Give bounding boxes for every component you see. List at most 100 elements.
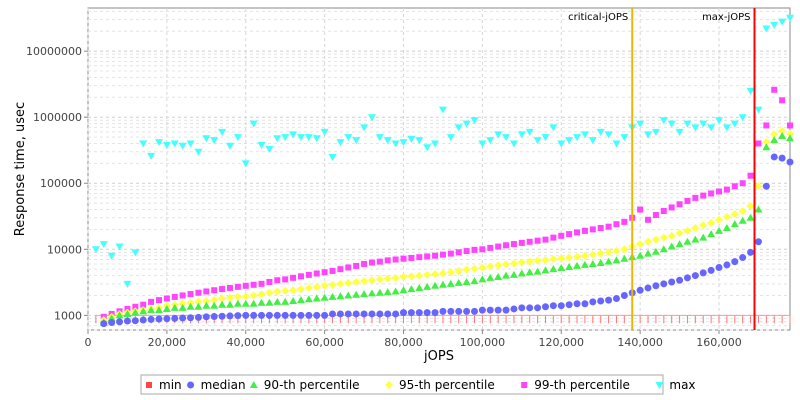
p99-point [305,271,312,278]
max-point [462,120,471,128]
y-axis-title: Response time, usec [13,102,28,236]
p95-point [462,265,471,274]
median-point [305,311,313,319]
legend-label-99-th percentile: 99-th percentile [534,378,630,392]
p99-point [219,286,226,293]
p99-point [518,239,525,246]
max-point [675,128,684,136]
p90-point [746,213,755,221]
max-point [691,124,700,132]
p95-point [249,291,258,300]
p90-point [596,259,605,267]
p90-point [312,294,321,302]
median-point [384,310,392,318]
p90-point [715,226,724,234]
p95-point [454,266,463,275]
max-point [407,135,416,143]
p99-point [329,267,336,274]
max-point [786,14,794,22]
p95-point [715,215,724,224]
p95-point [273,287,282,296]
median-point [754,238,762,246]
y-tick-label: 100000 [40,177,82,190]
p99-point [376,258,383,265]
p95-point [478,263,487,272]
max-point [273,135,282,143]
p90-point [730,220,739,228]
median-point [265,311,273,319]
p90-point [344,291,353,299]
x-tick-label: 20,000 [148,336,187,349]
p90-point [454,278,463,286]
median-point [273,311,281,319]
p99-point [345,264,352,271]
p99-point [581,227,588,234]
x-tick-label: 120,000 [539,336,585,349]
max-point [525,128,534,136]
p95-point [296,285,305,294]
p90-point [699,233,708,241]
p99-point [534,237,541,244]
max-point [178,142,187,150]
max-point [730,120,739,128]
legend-swatch-median [187,381,195,389]
median-point [234,312,242,320]
p95-point [770,130,779,139]
p90-point [273,297,282,305]
max-point [509,140,518,148]
legend: min median 90-th percentile 95-th percentil… [140,374,696,395]
y-tick-label: 10000000 [26,45,82,58]
p95-point [675,229,684,238]
p95-point [241,292,250,301]
max-point [249,120,258,128]
median-point [368,310,376,318]
p90-point [722,224,731,232]
p90-point [502,271,511,279]
max-point [770,21,779,29]
median-point [202,313,210,321]
max-point [91,246,100,254]
max-point [620,134,629,142]
max-point [194,148,203,156]
p90-point [360,290,369,298]
x-tick-label: 160,000 [696,336,742,349]
marker-label-max-jOPS: max-jOPS [702,12,750,23]
median-point [171,314,179,322]
max-point [210,137,219,145]
max-point [233,134,242,142]
median-point [597,297,605,305]
median-point [502,306,510,314]
axis-ticks: 0 20,000 40,000 60,000 80,000 100,000 120,000 1… [26,45,742,349]
max-point [289,131,298,139]
max-point [367,114,376,122]
max-point [565,137,574,145]
p90-point [431,281,440,289]
max-point [383,137,392,145]
median-point [534,304,542,312]
median-point [715,264,723,272]
p95-point [746,202,755,211]
max-point [218,128,227,136]
p95-point [754,182,763,191]
max-point [391,140,400,148]
max-point [612,140,621,148]
p99-point [495,243,502,250]
p95-point [470,264,479,273]
p90-point [762,143,771,151]
max-point [762,25,771,33]
max-point [186,140,195,148]
p99-point [645,216,652,223]
max-point [320,128,329,136]
median-point [739,254,747,262]
p99-point [211,287,218,294]
median-point [470,307,478,315]
median-point [289,311,297,319]
max-point [573,134,582,142]
p99-point [739,180,746,187]
p99-point [700,192,707,199]
p95-point [367,276,376,285]
p99-point [755,140,762,147]
p99-point [471,246,478,253]
median-point [258,311,266,319]
